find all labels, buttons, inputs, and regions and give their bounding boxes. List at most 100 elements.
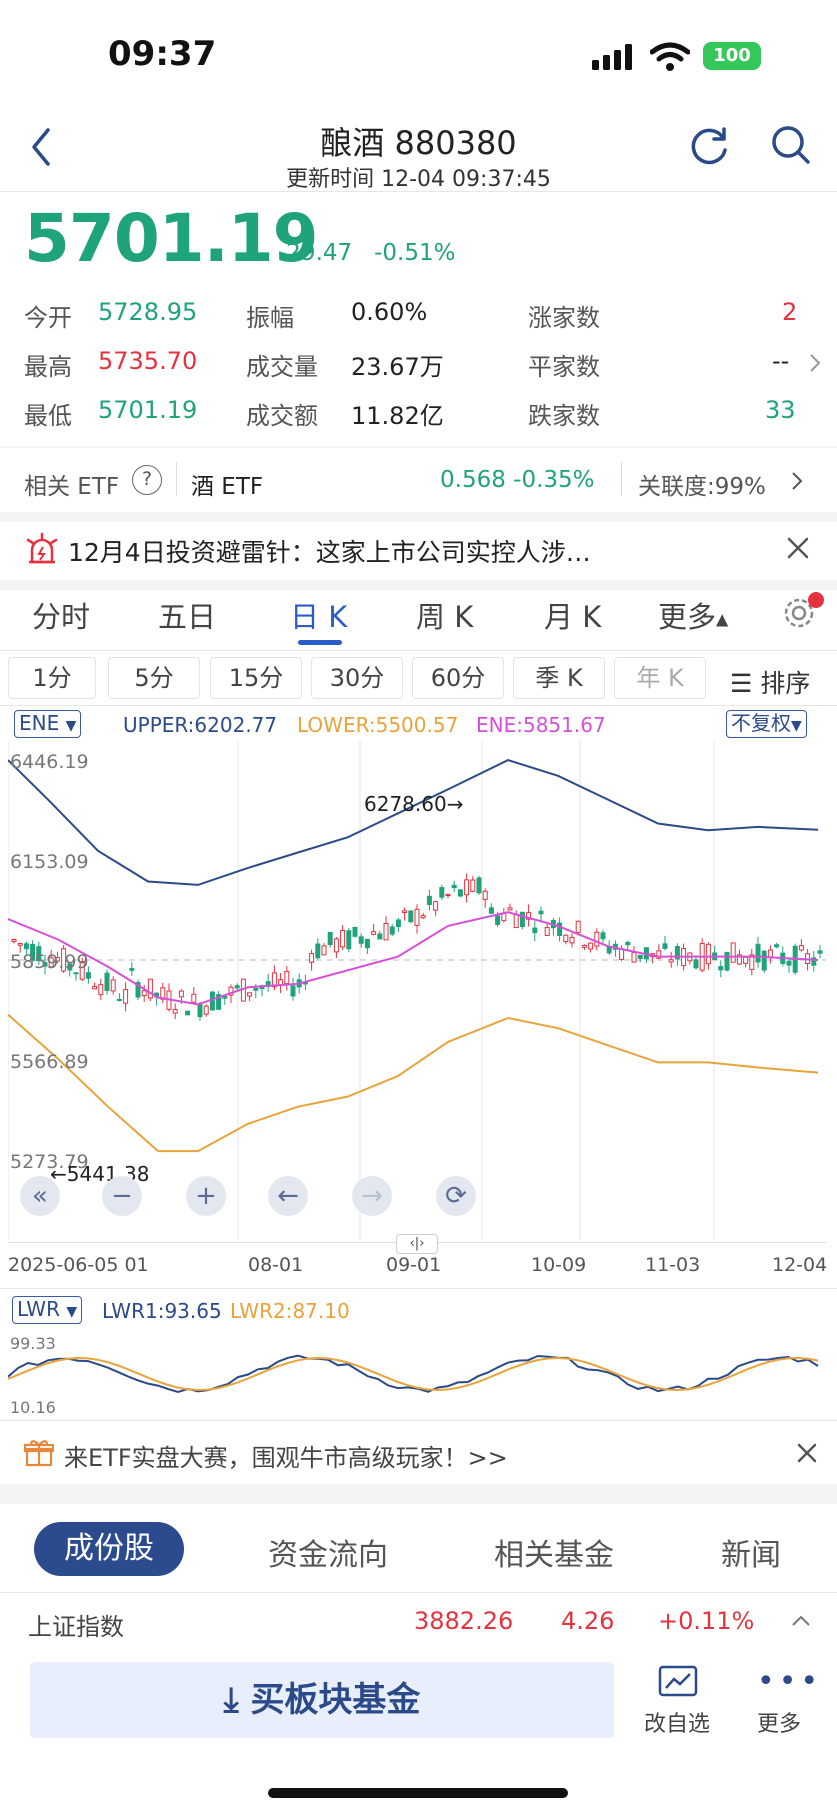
candlestick-chart[interactable]: 6446.19 6153.09 5859.99 5566.89 5273.79 [8, 740, 826, 1250]
candle [123, 989, 129, 1004]
stat-label: 今开 [24, 304, 72, 332]
candle [743, 956, 749, 964]
candle [798, 945, 804, 951]
tab-constituents[interactable]: 成份股 [34, 1522, 184, 1576]
candle [290, 985, 296, 997]
index-pct: +0.11% [658, 1607, 755, 1635]
tab-news[interactable]: 新闻 [721, 1538, 781, 1573]
refresh-icon[interactable] [688, 124, 730, 166]
tab-five-day[interactable]: 五日 [158, 600, 217, 634]
candle [54, 957, 60, 962]
candle [364, 938, 370, 949]
back-icon[interactable] [28, 126, 54, 168]
stat-amplitude: 0.60% [351, 298, 428, 326]
y-tick-label: 5859.99 [10, 951, 89, 973]
stat-label: 最低 [24, 402, 72, 430]
more-icon[interactable]: ••• [757, 1664, 823, 1699]
subtab-1min[interactable]: 1分 [8, 657, 96, 699]
tab-related-funds[interactable]: 相关基金 [494, 1538, 614, 1573]
ene-line [8, 911, 819, 1006]
tab-monthly-k[interactable]: 月 K [544, 600, 602, 634]
chevron-up-icon[interactable] [790, 1612, 812, 1628]
lwr-select[interactable]: LWR ▼ [12, 1296, 83, 1324]
candle [786, 960, 792, 966]
candle [662, 943, 668, 949]
candle [439, 887, 445, 898]
y-tick-label: 6446.19 [10, 751, 89, 773]
indicator-name: ENE [19, 711, 60, 735]
adjust-label-text: 不复权 [731, 711, 791, 735]
chevron-right-icon[interactable] [808, 352, 822, 374]
news-headline[interactable]: 12月4日投资避雷针：这家上市公司实控人涉… [68, 538, 591, 567]
candle [141, 990, 147, 997]
chevron-right-icon[interactable] [790, 470, 804, 492]
watch-label[interactable]: 改自选 [644, 1712, 711, 1737]
status-time: 09:37 [108, 34, 217, 74]
candle [519, 911, 525, 928]
candle [637, 954, 643, 959]
candle [17, 943, 23, 946]
lwr-top-label: 99.33 [10, 1334, 56, 1353]
subtab-30min[interactable]: 30分 [311, 657, 403, 699]
indicator-select[interactable]: ENE ▼ [14, 710, 82, 738]
candle [761, 950, 767, 971]
candle [253, 988, 259, 991]
tab-weekly-k[interactable]: 周 K [416, 600, 474, 634]
x-label: 08-01 [248, 1254, 304, 1276]
tab-daily-k[interactable]: 日 K [290, 600, 348, 634]
tab-intraday[interactable]: 分时 [32, 600, 91, 634]
index-name[interactable]: 上证指数 [28, 1613, 124, 1641]
more-label[interactable]: 更多 [757, 1712, 802, 1737]
candle [488, 907, 494, 914]
candle [67, 963, 73, 971]
add-watchlist-icon[interactable] [658, 1664, 700, 1700]
lwr2-value: LWR2:87.10 [230, 1299, 350, 1323]
help-icon[interactable]: ? [132, 465, 162, 495]
caret-up-icon: ▲ [716, 609, 729, 629]
candle [625, 941, 631, 946]
candle [98, 984, 104, 996]
close-icon[interactable] [796, 1442, 818, 1464]
candle [482, 890, 488, 900]
rewind-icon[interactable]: « [20, 1176, 60, 1216]
search-icon[interactable] [770, 124, 812, 166]
candle [693, 959, 699, 969]
lwr1-value: LWR1:93.65 [102, 1299, 222, 1323]
range-handle[interactable]: ‹|› [396, 1234, 438, 1254]
candle [147, 978, 153, 999]
candle [755, 943, 761, 963]
tab-capital-flow[interactable]: 资金流向 [268, 1538, 388, 1573]
candle [129, 968, 135, 971]
candle [110, 979, 116, 992]
etf-relevance[interactable]: 关联度:99% [638, 474, 766, 500]
candle [36, 946, 42, 962]
zoom-in-icon[interactable]: + [186, 1176, 226, 1216]
candle [674, 946, 680, 960]
candle [402, 910, 408, 913]
scroll-left-icon[interactable]: ← [268, 1176, 308, 1216]
adjust-select[interactable]: 不复权▼ [726, 710, 807, 738]
close-icon[interactable] [786, 536, 810, 560]
sort-button[interactable]: ☰ 排序 [730, 664, 810, 700]
menu-icon: ☰ [730, 669, 753, 698]
stat-label: 成交量 [246, 353, 318, 381]
etf-name[interactable]: 酒 ETF [191, 474, 264, 500]
candle [135, 982, 141, 998]
subtab-5min[interactable]: 5分 [108, 657, 200, 699]
subtab-year-k[interactable]: 年 K [614, 657, 706, 699]
stat-label: 成交额 [246, 402, 318, 430]
subtab-15min[interactable]: 15分 [210, 657, 302, 699]
buy-sector-fund-button[interactable]: ⤓ 买板块基金 [30, 1662, 614, 1738]
etf-label: 相关 ETF [24, 474, 120, 500]
stat-rise-count: 2 [782, 298, 798, 326]
subtab-quarter-k[interactable]: 季 K [513, 657, 605, 699]
zoom-out-icon[interactable]: − [102, 1176, 142, 1216]
lwr2-line [8, 1356, 819, 1392]
candle [315, 943, 321, 959]
settings-icon[interactable] [782, 596, 816, 630]
subtab-60min[interactable]: 60分 [412, 657, 504, 699]
scroll-right-icon[interactable]: → [352, 1176, 392, 1216]
promo-text[interactable]: 来ETF实盘大赛，围观牛市高级玩家！>> [64, 1444, 508, 1472]
rotate-icon[interactable]: ⟳ [436, 1176, 476, 1216]
tab-more[interactable]: 更多▲ [658, 594, 728, 636]
